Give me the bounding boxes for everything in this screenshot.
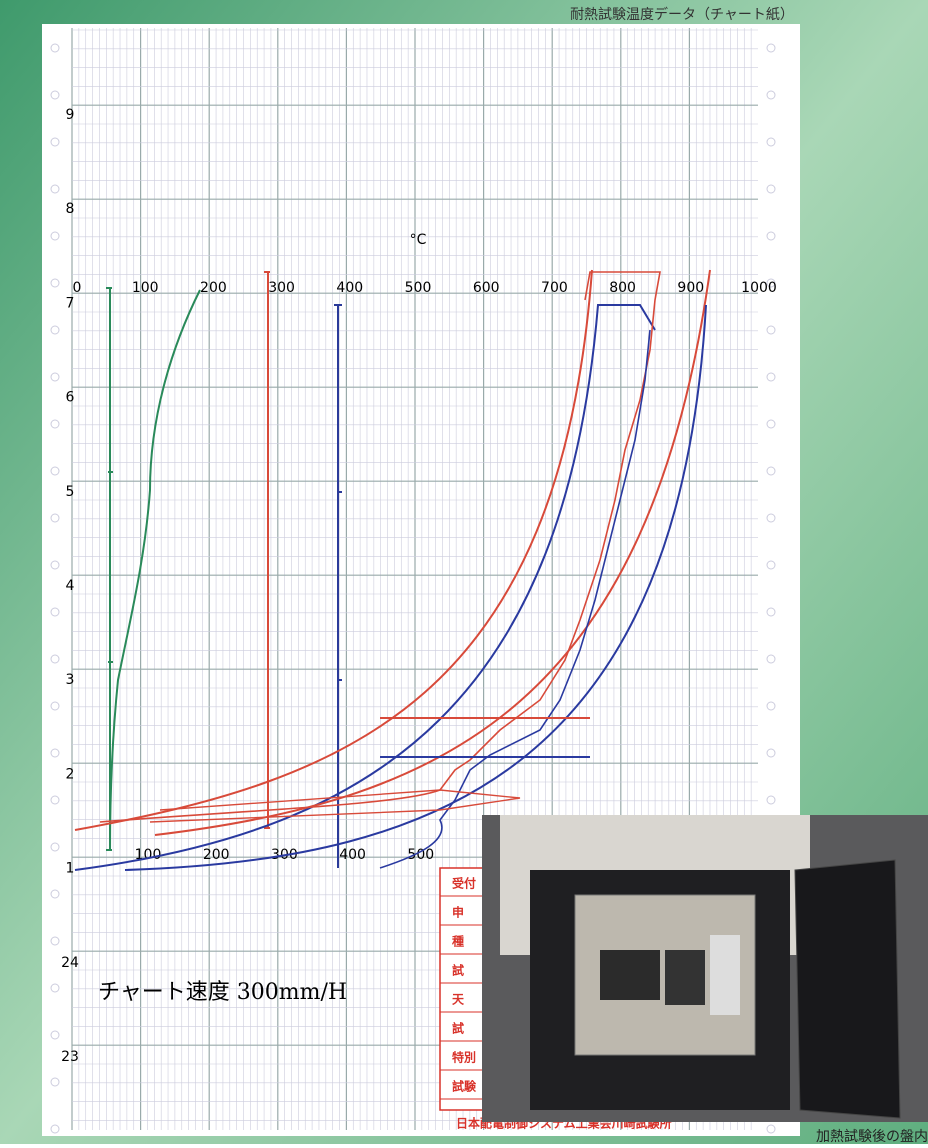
breaker [665, 950, 705, 1005]
time-label: 6 [66, 390, 75, 406]
terminal [710, 935, 740, 1015]
temperature-label: 100 [132, 280, 159, 296]
temperature-label: 800 [609, 280, 636, 296]
title: 耐熱試験温度データ（チャート紙） [570, 6, 794, 23]
form-label: 受付 [452, 876, 476, 891]
lower-label: 400 [339, 847, 366, 863]
door [795, 860, 900, 1118]
temperature-label: 400 [336, 280, 363, 296]
breaker [600, 950, 660, 1000]
temperature-label: 500 [405, 280, 432, 296]
form-label: 種 [452, 934, 464, 949]
lower-label: 200 [203, 847, 230, 863]
unit: °C [410, 232, 427, 248]
temperature-label: 1000 [741, 280, 777, 296]
speed-note: チャート速度 300mm/H [98, 980, 347, 1005]
time-label: 9 [66, 107, 75, 123]
photo-caption: 加熱試験後の盤内 [816, 1129, 928, 1144]
page: 耐熱試験温度データ（チャート紙） °C 0 100 200 300 400 500 600 7… [0, 0, 928, 1144]
time-label: 24 [61, 955, 79, 971]
form-label: 試 [452, 1021, 464, 1036]
temperature-label: 900 [677, 280, 704, 296]
time-label: 23 [61, 1049, 79, 1065]
time-label: 7 [66, 295, 75, 311]
time-label: 3 [66, 672, 75, 688]
time-label: 8 [66, 201, 75, 217]
temperature-label: 300 [268, 280, 295, 296]
form-label: 特別 [452, 1050, 476, 1065]
temperature-label: 700 [541, 280, 568, 296]
time-label: 2 [66, 766, 75, 782]
lower-label: 500 [407, 847, 434, 863]
form-label: 試験 [452, 1079, 477, 1094]
photo [482, 815, 928, 1122]
temperature-label: 600 [473, 280, 500, 296]
form-label: 申 [452, 905, 464, 920]
time-label: 5 [66, 484, 75, 500]
time-label: 4 [66, 578, 75, 594]
form-label: 天 [452, 993, 465, 1007]
time-label: 1 [66, 861, 75, 877]
form-label: 試 [452, 963, 464, 978]
temperature-label: 0 [73, 280, 82, 296]
temperature-label: 200 [200, 280, 227, 296]
